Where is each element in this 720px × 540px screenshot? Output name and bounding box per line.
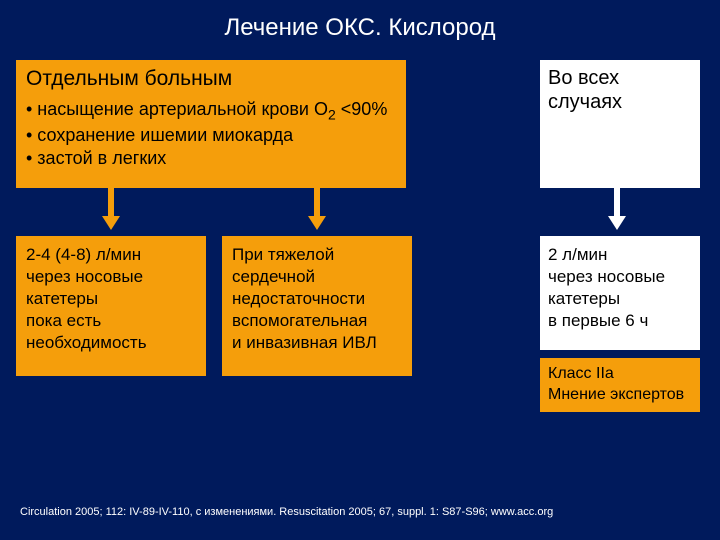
- bullet-lung-congestion: • застой в легких: [26, 147, 396, 170]
- arrows-row: [16, 188, 700, 236]
- bullet-saturation-post: <90%: [336, 99, 388, 119]
- citation-footer: Circulation 2005; 112: IV-89-IV-110, с и…: [20, 506, 553, 518]
- severe-hf-text: При тяжелой сердечной недостаточности вс…: [232, 245, 377, 352]
- selected-patients-box: Отдельным больным • насыщение артериальн…: [16, 60, 406, 188]
- dose-nasal-box: 2-4 (4-8) л/мин через носовые катетеры п…: [16, 236, 206, 376]
- arrow-down-icon: [102, 188, 120, 232]
- class-iia-text: Класс IIa Мнение экспертов: [548, 365, 684, 403]
- dose-nasal-text: 2-4 (4-8) л/мин через носовые катетеры п…: [26, 245, 147, 352]
- bullet-saturation: • насыщение артериальной крови О2 <90%: [26, 98, 396, 124]
- all-cases-box: Во всех случаях: [540, 60, 700, 188]
- bullet-ischemia: • сохранение ишемии миокарда: [26, 124, 396, 147]
- bullet-saturation-pre: • насыщение артериальной крови О: [26, 99, 328, 119]
- all-cases-dose-box: 2 л/мин через носовые катетеры в первые …: [540, 236, 700, 350]
- arrow-down-icon: [608, 188, 626, 232]
- slide-title: Лечение ОКС. Кислород: [0, 0, 720, 50]
- bullet-saturation-sub: 2: [328, 107, 336, 123]
- bottom-row: 2-4 (4-8) л/мин через носовые катетеры п…: [16, 236, 700, 426]
- selected-patients-header: Отдельным больным: [26, 66, 396, 92]
- all-cases-dose-text: 2 л/мин через носовые катетеры в первые …: [548, 245, 665, 330]
- severe-hf-box: При тяжелой сердечной недостаточности вс…: [222, 236, 412, 376]
- all-cases-header: Во всех случаях: [548, 66, 692, 114]
- arrow-down-icon: [308, 188, 326, 232]
- top-row: Отдельным больным • насыщение артериальн…: [16, 60, 700, 188]
- class-iia-box: Класс IIa Мнение экспертов: [540, 358, 700, 412]
